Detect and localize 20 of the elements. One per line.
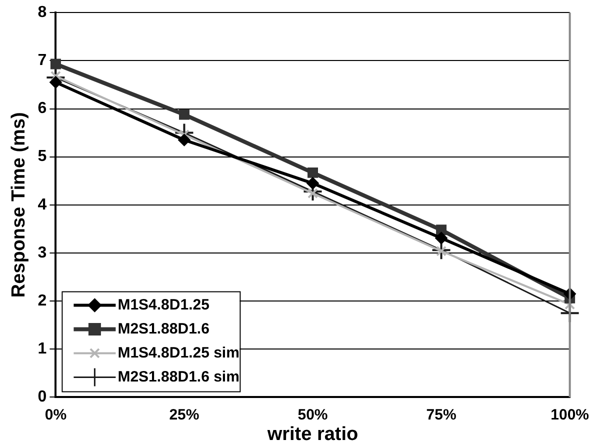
x-tick-label: 25% — [169, 406, 200, 424]
y-tick-label: 7 — [38, 52, 47, 70]
x-axis-title: write ratio — [266, 424, 358, 445]
y-tick-label: 8 — [38, 4, 47, 22]
y-tick-label: 0 — [38, 388, 47, 406]
x-tick-label: 0% — [44, 406, 67, 424]
y-tick-label: 2 — [38, 292, 47, 310]
x-tick-label: 50% — [298, 406, 328, 424]
legend-label: M2S1.88D1.6 — [118, 320, 210, 338]
legend-label: M2S1.88D1.6 sim — [118, 368, 240, 386]
legend-label: M1S4.8D1.25 — [118, 296, 210, 314]
y-tick-label: 6 — [38, 100, 47, 118]
y-tick-label: 4 — [38, 196, 47, 214]
legend-label: M1S4.8D1.25 sim — [118, 344, 240, 362]
y-tick-label: 1 — [38, 340, 47, 358]
x-tick-label: 100% — [550, 406, 590, 424]
y-axis-title: Response Time (ms) — [8, 112, 30, 298]
x-tick-label: 75% — [426, 406, 456, 424]
y-tick-label: 5 — [38, 148, 47, 166]
y-tick-label: 3 — [38, 244, 47, 262]
